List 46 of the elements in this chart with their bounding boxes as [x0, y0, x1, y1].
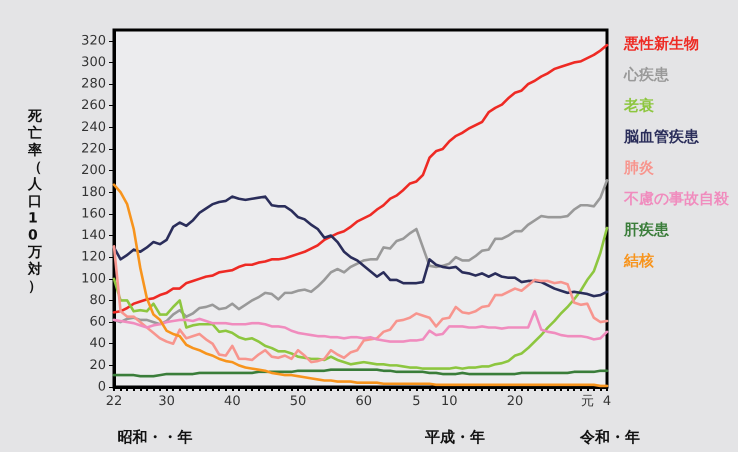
y-tick-label: 320 [81, 33, 106, 48]
y-tick-label: 160 [81, 206, 106, 222]
text: 昭和・・年 [118, 428, 192, 446]
x-tick-label: 20 [506, 394, 524, 409]
y-tick-label: 220 [81, 142, 106, 156]
line-series [112, 245, 608, 364]
line-series [112, 195, 608, 298]
y-tick-label: 260 [81, 98, 106, 114]
text: 令和・年 [579, 428, 640, 446]
y-tick-label: 280 [81, 76, 106, 92]
y-tick-label: 200 [81, 163, 106, 178]
text: 平成・年 [424, 428, 485, 446]
y-tick-label: 120 [81, 250, 106, 265]
text: 死亡率（人口10万対） [28, 108, 42, 294]
line-series [112, 310, 608, 343]
text: 心疾患 [623, 66, 670, 84]
y-tick-label: 300 [81, 54, 106, 70]
y-tick-label: 240 [81, 120, 106, 135]
y-tick-label: 100 [81, 271, 106, 286]
x-tick-label: 30 [158, 394, 175, 409]
x-tick-label: 22 [106, 394, 122, 409]
y-tick-label: 40 [89, 336, 106, 352]
y-tick-label: 60 [89, 314, 106, 330]
line-series [112, 368, 608, 378]
line-series [112, 44, 608, 314]
x-tick-label: 5 [412, 394, 421, 409]
y-tick-label: 20 [89, 358, 106, 373]
x-tick-label: 元 [580, 394, 594, 409]
x-tick-label: 4 [602, 394, 612, 409]
y-tick-label: 180 [81, 184, 106, 200]
x-tick-label: 10 [440, 394, 458, 409]
text: 肝疾患 [623, 220, 670, 238]
x-tick-label: 40 [224, 394, 241, 409]
y-tick-label: 0 [98, 380, 106, 394]
text: 脳血管疾患 [623, 128, 700, 146]
line-series [112, 226, 608, 370]
y-tick-label: 140 [81, 228, 106, 244]
y-tick-label: 80 [89, 292, 106, 308]
line-series [112, 179, 608, 326]
text: 老衰 [623, 96, 654, 114]
x-tick-label: 50 [290, 394, 306, 409]
series-label: 悪性新生物 [623, 34, 699, 52]
text: 肺炎 [623, 158, 654, 176]
text: 不慮の事故自殺 [623, 190, 730, 208]
x-tick-label: 60 [356, 394, 372, 409]
text: 結核 [623, 252, 654, 270]
